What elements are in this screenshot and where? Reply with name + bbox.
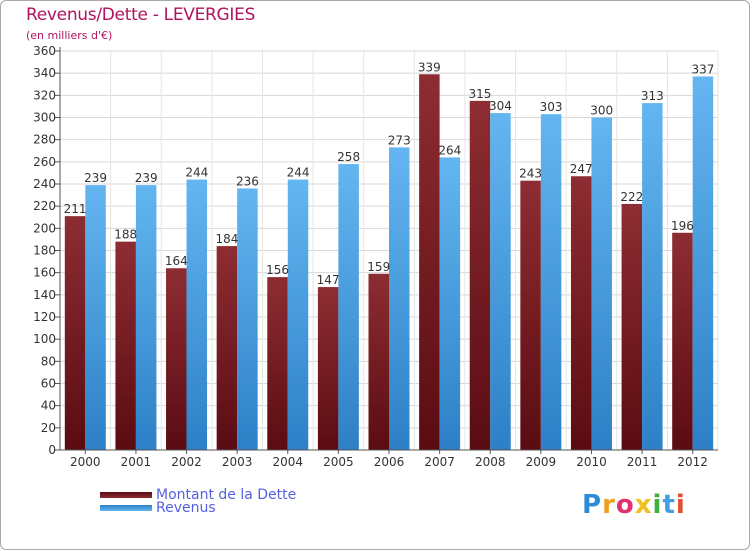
y-tick-label: 240 <box>33 177 56 191</box>
y-tick-label: 80 <box>41 354 56 368</box>
value-label-revenue: 244 <box>287 166 310 180</box>
y-tick-label: 300 <box>33 111 56 125</box>
y-tick-label: 260 <box>33 155 56 169</box>
axes: 0 20 40 60 80 100 120 140 160 180 200 220 240 260 280 3… <box>33 44 718 469</box>
x-tick-label: 2010 <box>576 455 607 469</box>
y-tick-label: 100 <box>33 332 56 346</box>
value-label-revenue: 258 <box>337 150 360 164</box>
y-tick-label: 40 <box>41 399 56 413</box>
bar-revenue <box>642 103 663 450</box>
value-label-revenue: 313 <box>641 89 664 103</box>
y-tick-label: 320 <box>33 88 56 102</box>
chart-title: Revenus/Dette - LEVERGIES <box>26 5 256 25</box>
x-tick-label: 2000 <box>70 455 101 469</box>
y-tick-label: 120 <box>33 310 56 324</box>
value-label-debt: 211 <box>64 202 87 216</box>
bar-debt <box>216 246 238 450</box>
x-tick-label: 2003 <box>222 455 253 469</box>
bar-revenue <box>287 179 309 451</box>
bar-revenue <box>338 164 359 451</box>
y-tick-label: 20 <box>41 421 56 435</box>
bar-debt <box>520 180 541 451</box>
debt-swatch <box>100 492 152 498</box>
bar-revenue <box>692 76 714 450</box>
bar-revenue <box>439 157 461 450</box>
bar-revenue <box>591 117 612 450</box>
bar-debt <box>64 216 86 450</box>
y-tick-label: 280 <box>33 133 56 147</box>
bar-revenue <box>540 114 562 451</box>
y-tick-label: 160 <box>33 266 56 280</box>
bar-debt <box>672 232 693 450</box>
value-label-revenue: 304 <box>489 99 512 113</box>
value-label-revenue: 273 <box>388 133 411 147</box>
y-tick-label: 200 <box>33 221 56 235</box>
bar-debt <box>166 268 187 450</box>
bar-revenue <box>186 179 208 451</box>
value-label-debt: 184 <box>215 232 238 246</box>
chart-subtitle: (en milliers d'€) <box>26 29 113 42</box>
x-tick-label: 2009 <box>526 455 557 469</box>
x-tick-label: 2008 <box>475 455 506 469</box>
x-tick-label: 2011 <box>627 455 658 469</box>
x-tick-label: 2005 <box>323 455 354 469</box>
value-label-debt: 247 <box>570 162 593 176</box>
value-label-revenue: 239 <box>135 171 158 185</box>
value-label-debt: 339 <box>418 60 441 74</box>
value-labels: 211 239 188 239 164 244 184 236 156 244 147 258 159 2… <box>64 60 715 287</box>
value-label-revenue: 300 <box>590 104 613 118</box>
y-tick-label: 340 <box>33 66 56 80</box>
y-tick-label: 60 <box>41 377 56 391</box>
value-label-revenue: 244 <box>185 166 208 180</box>
proxiti-logo: Proxiti <box>582 490 686 520</box>
x-tick-label: 2001 <box>121 455 152 469</box>
bar-debt <box>621 203 643 450</box>
x-tick-label: 2012 <box>677 455 708 469</box>
value-label-revenue: 337 <box>691 62 714 76</box>
bar-debt <box>267 277 288 450</box>
value-label-debt: 188 <box>114 228 137 242</box>
bar-debt <box>317 287 339 450</box>
y-tick-label: 220 <box>33 199 56 213</box>
x-tick-label: 2006 <box>374 455 405 469</box>
bar-revenue <box>237 188 258 450</box>
value-label-debt: 196 <box>671 219 694 233</box>
value-label-debt: 315 <box>469 87 492 101</box>
bar-debt <box>570 176 592 450</box>
y-tick-label: 0 <box>48 443 56 457</box>
bar-debt <box>368 273 389 450</box>
value-label-revenue: 264 <box>438 143 461 157</box>
bar-revenue <box>389 147 410 451</box>
value-label-debt: 243 <box>519 167 542 181</box>
value-label-debt: 164 <box>165 254 188 268</box>
bar-debt <box>469 100 491 450</box>
value-label-debt: 156 <box>266 263 289 277</box>
value-label-revenue: 239 <box>84 171 107 185</box>
legend-item-debt: Montant de la Dette <box>100 487 297 503</box>
bar-debt <box>115 241 136 450</box>
legend-label-revenue: Revenus <box>156 500 216 516</box>
bar-revenue <box>85 185 106 450</box>
x-tick-label: 2004 <box>272 455 303 469</box>
x-tick-label: 2002 <box>171 455 202 469</box>
value-label-revenue: 303 <box>540 100 563 114</box>
value-label-debt: 147 <box>317 273 340 287</box>
legend-item-revenue: Revenus <box>100 500 216 516</box>
y-tick-label: 140 <box>33 288 56 302</box>
bar-revenue <box>490 113 511 451</box>
legend-label-debt: Montant de la Dette <box>156 487 297 503</box>
revenue-swatch <box>100 505 152 511</box>
y-tick-label: 180 <box>33 244 56 258</box>
value-label-debt: 222 <box>620 190 643 204</box>
bars <box>64 74 714 451</box>
y-tick-label: 360 <box>33 44 56 58</box>
x-tick-label: 2007 <box>424 455 455 469</box>
bar-revenue <box>135 185 157 450</box>
value-label-debt: 159 <box>367 260 390 274</box>
value-label-revenue: 236 <box>236 174 259 188</box>
bar-debt <box>419 74 440 451</box>
